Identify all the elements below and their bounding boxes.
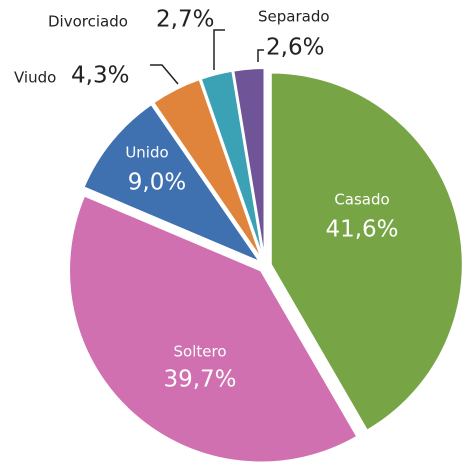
leader-line <box>150 64 179 85</box>
pie <box>68 67 464 464</box>
slice-value: 39,7% <box>163 367 236 393</box>
slice-value: 2,7% <box>156 7 214 33</box>
leader-line <box>213 29 225 70</box>
pie-slice <box>151 77 264 262</box>
pie-slice <box>68 194 359 464</box>
slice-name: Casado <box>334 191 389 209</box>
slice-value: 4,3% <box>71 63 129 89</box>
pie-slice <box>199 69 265 261</box>
slice-name: Viudo <box>14 69 56 87</box>
slice-value: 2,6% <box>266 35 324 61</box>
slice-name: Divorciado <box>48 13 128 31</box>
leader-line <box>257 49 264 62</box>
pie-slice <box>82 102 264 265</box>
slice-name: Soltero <box>174 343 227 361</box>
slice-value: 9,0% <box>128 170 186 196</box>
pie-slice <box>232 67 266 261</box>
slice-value: 41,6% <box>325 217 398 243</box>
pie-slice <box>269 71 464 432</box>
slice-name: Separado <box>258 8 330 26</box>
slice-name: Unido <box>125 144 168 162</box>
